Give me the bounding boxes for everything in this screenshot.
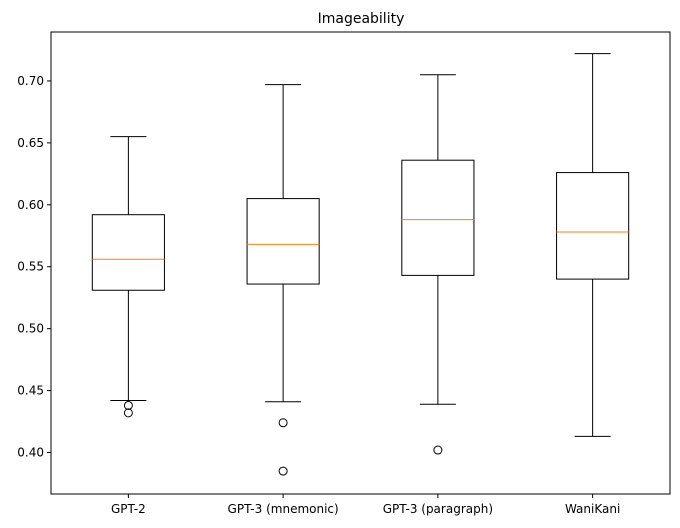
iqr-box <box>91 214 165 291</box>
x-tick-label: GPT-2 <box>111 502 146 516</box>
outlier-point <box>278 418 288 428</box>
outlier-point <box>123 400 133 410</box>
x-axis: GPT-2 GPT-3 (mnemonic) GPT-3 (paragraph) Wa… <box>111 494 620 516</box>
y-tick-label: 0.50 <box>17 322 44 336</box>
y-tick-label: 0.70 <box>17 74 44 88</box>
box-wanikani <box>556 53 630 437</box>
outlier-point <box>433 445 443 455</box>
iqr-box <box>246 198 320 285</box>
box-gpt-3-mnemonic <box>246 84 320 476</box>
y-tick-label: 0.55 <box>17 260 44 274</box>
y-tick-label: 0.40 <box>17 446 44 460</box>
x-tick-label: GPT-3 (paragraph) <box>383 502 493 516</box>
chart-title: Imageability <box>318 11 405 27</box>
outlier-point <box>278 466 288 476</box>
outlier-point <box>123 408 133 418</box>
y-tick-label: 0.60 <box>17 198 44 212</box>
box-gpt-2 <box>91 136 165 418</box>
x-tick-label: GPT-3 (mnemonic) <box>228 502 339 516</box>
y-tick-label: 0.65 <box>17 136 44 150</box>
plot-frame <box>50 31 671 495</box>
y-axis: 0.40 0.45 0.50 0.55 0.60 0.65 0.70 <box>17 74 51 460</box>
y-tick-label: 0.45 <box>17 384 44 398</box>
box-gpt-3-paragraph <box>401 74 475 455</box>
x-tick-label: WaniKani <box>565 502 620 516</box>
boxes-group <box>91 53 630 476</box>
iqr-box <box>556 172 630 280</box>
iqr-box <box>401 159 475 276</box>
